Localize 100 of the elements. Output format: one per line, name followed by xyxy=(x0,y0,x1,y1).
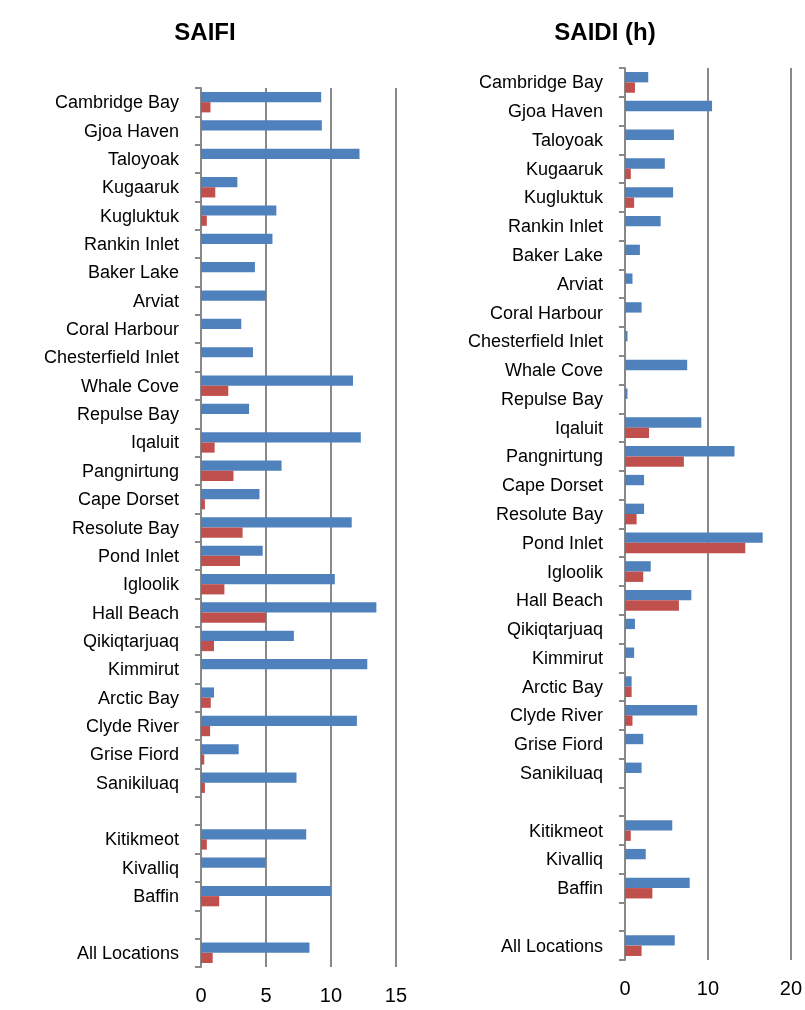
y-tick-label: Rankin Inlet xyxy=(507,216,603,237)
y-tick-label: Pond Inlet xyxy=(521,532,603,553)
bar xyxy=(201,640,214,652)
bar xyxy=(625,877,690,889)
bar xyxy=(201,942,310,953)
y-tick-label: Baker Lake xyxy=(511,245,603,266)
y-tick-label: Qikiqtarjuaq xyxy=(82,630,179,651)
y-tick-label: Pangnirtung xyxy=(505,446,603,467)
y-tick-label: Baffin xyxy=(133,886,179,907)
x-tick-label: 0 xyxy=(619,977,631,999)
bar xyxy=(201,574,335,585)
bar xyxy=(625,618,635,630)
bar xyxy=(201,885,331,897)
bar xyxy=(201,120,322,131)
bar xyxy=(201,697,211,708)
bar xyxy=(625,244,640,256)
y-tick-label: Cape Dorset xyxy=(77,489,179,510)
y-tick-label: Kugluktuk xyxy=(523,187,604,208)
y-tick-label: Gjoa Haven xyxy=(83,120,179,141)
y-tick-label: Cambridge Bay xyxy=(478,72,603,93)
bar xyxy=(201,177,238,188)
bar xyxy=(201,290,266,301)
y-tick-label: Cambridge Bay xyxy=(54,92,179,113)
y-tick-label: Grise Fiord xyxy=(513,734,603,755)
y-tick-label: Igloolik xyxy=(122,574,180,595)
bar xyxy=(625,427,650,439)
y-tick-label: Igloolik xyxy=(546,561,604,582)
y-tick-label: Baffin xyxy=(557,878,603,899)
bar xyxy=(201,262,255,273)
bar xyxy=(625,82,635,93)
bar xyxy=(201,630,294,641)
x-tick-label: 10 xyxy=(696,977,720,999)
y-tick-label: Kimmirut xyxy=(108,659,179,680)
y-tick-label: Kitikmeot xyxy=(528,820,603,841)
bar xyxy=(201,772,297,783)
x-tick-label: 0 xyxy=(195,984,207,1006)
y-tick-label: Kivalliq xyxy=(545,849,603,870)
y-tick-label: Resolute Bay xyxy=(71,517,179,538)
y-tick-label: Iqaluit xyxy=(130,432,179,453)
bar xyxy=(201,318,242,330)
y-tick-label: Chesterfield Inlet xyxy=(467,331,603,352)
bar xyxy=(201,375,353,386)
x-tick-label: 5 xyxy=(260,984,272,1006)
bar xyxy=(625,888,653,899)
bar xyxy=(201,187,216,198)
x-tick-label: 20 xyxy=(779,977,802,999)
y-tick-label: Gjoa Haven xyxy=(507,101,603,122)
y-tick-label: Taloyoak xyxy=(531,129,604,150)
bar xyxy=(625,446,735,457)
bar xyxy=(201,470,234,481)
bar xyxy=(625,762,642,773)
y-tick-label: Rankin Inlet xyxy=(83,233,179,254)
bar xyxy=(201,744,239,755)
bar xyxy=(625,848,646,860)
y-tick-label: Cape Dorset xyxy=(501,475,603,496)
bar xyxy=(625,532,763,543)
bar xyxy=(201,517,352,528)
bar xyxy=(625,600,679,611)
y-tick-label: Coral Harbour xyxy=(65,319,179,340)
y-tick-label: Hall Beach xyxy=(515,590,603,611)
y-tick-label: Repulse Bay xyxy=(500,388,603,409)
bar xyxy=(201,829,307,840)
bar xyxy=(625,129,674,140)
x-tick-label: 10 xyxy=(319,984,343,1006)
y-tick-label: Kimmirut xyxy=(532,647,603,668)
bar xyxy=(625,503,645,514)
bar xyxy=(625,158,665,169)
y-tick-label: Sanikiluaq xyxy=(95,772,179,793)
bar xyxy=(201,659,368,670)
bar xyxy=(625,542,746,554)
bar xyxy=(201,488,260,500)
y-tick-label: Iqaluit xyxy=(554,417,603,438)
bar xyxy=(625,676,632,687)
bar xyxy=(201,754,205,765)
y-tick-label: Kivalliq xyxy=(121,857,179,878)
y-tick-label: Grise Fiord xyxy=(89,744,179,765)
y-tick-label: Kugaaruk xyxy=(525,158,604,179)
bar xyxy=(625,273,633,284)
bar xyxy=(625,302,642,313)
bar xyxy=(201,555,240,567)
y-tick-label: Coral Harbour xyxy=(489,302,603,323)
y-tick-label: Pangnirtung xyxy=(81,460,179,481)
y-tick-label: Taloyoak xyxy=(107,148,180,169)
bar xyxy=(625,417,702,428)
y-tick-label: Kugluktuk xyxy=(99,205,180,226)
y-tick-label: Repulse Bay xyxy=(76,404,179,425)
y-tick-label: Qikiqtarjuaq xyxy=(506,619,603,640)
y-tick-label: Chesterfield Inlet xyxy=(43,347,179,368)
bar xyxy=(201,460,282,471)
bar xyxy=(201,952,213,964)
bar xyxy=(201,612,266,623)
chart-title: SAIFI xyxy=(174,17,236,45)
bar xyxy=(625,514,637,525)
bar xyxy=(625,820,673,831)
bar xyxy=(625,705,698,716)
bar xyxy=(625,168,631,180)
bar xyxy=(201,148,360,159)
bar xyxy=(625,359,688,371)
chart-title: SAIDI (h) xyxy=(554,17,656,45)
bar xyxy=(201,442,215,453)
